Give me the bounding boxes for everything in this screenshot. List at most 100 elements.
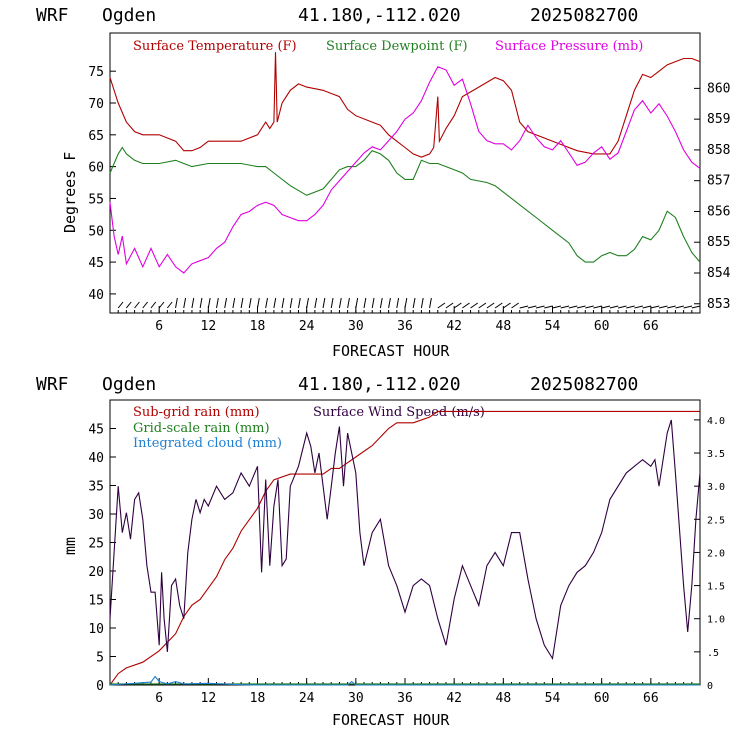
wind-barb (544, 305, 553, 309)
wind-barb (478, 302, 487, 309)
x-tick-label: 18 (250, 691, 266, 706)
x-tick-label: 48 (496, 319, 512, 334)
x-tick-label: 6 (155, 319, 163, 334)
wind-barb (396, 297, 400, 309)
wind-barbs (117, 297, 701, 309)
wind-barb (314, 297, 318, 309)
wind-barb (355, 297, 359, 309)
model-label: WRF (36, 5, 69, 26)
run-label: 2025082700 (530, 5, 638, 26)
wind-barb (683, 305, 693, 309)
x-tick-label: 6 (155, 691, 163, 706)
wind-barb (175, 297, 178, 309)
wind-barb (322, 297, 326, 309)
wind-barb (585, 305, 594, 309)
wind-barb (297, 297, 301, 309)
y-tick-label: 25 (88, 537, 104, 552)
y-tick-label: 70 (88, 97, 104, 112)
wind-barb (658, 305, 668, 309)
wind-barb (626, 305, 635, 309)
y-tick-label: 5 (96, 651, 104, 666)
panel1-xlabel: FORECAST HOUR (332, 342, 450, 360)
y2-tick-label: 855 (707, 235, 730, 250)
wind-barb (248, 297, 252, 309)
wind-barb (306, 297, 309, 309)
panel1-ylabel: Degrees F (61, 152, 79, 233)
wind-barb (142, 301, 148, 309)
y-tick-label: 10 (88, 622, 104, 637)
x-tick-label: 12 (201, 319, 217, 334)
x-tick-label: 60 (594, 319, 610, 334)
wind-barb (379, 297, 383, 309)
wind-barb (445, 302, 454, 309)
y-tick-label: 40 (88, 288, 104, 303)
legend-dewpoint: Surface Dewpoint (F) (326, 39, 468, 54)
y2-tick-label: 856 (707, 204, 730, 219)
wind-barb (273, 297, 277, 309)
y2-tick-label: 3.0 (707, 482, 725, 493)
legend-pressure: Surface Pressure (mb) (495, 39, 643, 54)
wind-barb (519, 305, 529, 309)
wind-barb (347, 297, 350, 309)
wind-barb (388, 297, 391, 309)
wind-barb (420, 297, 424, 309)
wind-barb (158, 301, 165, 309)
wind-barb (601, 305, 611, 309)
x-tick-label: 66 (643, 319, 659, 334)
wind-barb (470, 302, 479, 309)
y-tick-label: 30 (88, 508, 104, 523)
wind-barb (117, 301, 124, 309)
x-tick-label: 66 (643, 691, 659, 706)
coords-label: 41.180,-112.020 (298, 5, 461, 26)
y2-tick-label: 1.0 (707, 615, 725, 626)
coords-label: 41.180,-112.020 (298, 374, 461, 395)
wind-barb (166, 301, 173, 309)
x-tick-label: 42 (446, 319, 462, 334)
wind-barb (232, 297, 236, 309)
series-surface-dewpoint-f (109, 146, 701, 263)
legend-temperature: Surface Temperature (F) (133, 39, 297, 54)
series-surface-wind-speed-m-s (109, 419, 701, 661)
y-tick-label: 75 (88, 65, 104, 80)
wind-barb (216, 297, 219, 309)
y-tick-label: 15 (88, 594, 104, 609)
wind-barb (667, 305, 676, 309)
y2-tick-label: 4.0 (707, 416, 725, 427)
wind-barb (363, 297, 367, 309)
wind-barb (412, 297, 416, 309)
wind-barb (289, 297, 293, 309)
wind-barb (199, 297, 203, 309)
y-tick-label: 20 (88, 565, 104, 580)
wind-barb (191, 297, 195, 309)
x-tick-label: 54 (545, 691, 561, 706)
panel1-legend: Surface Temperature (F) Surface Dewpoint… (133, 39, 643, 54)
panel2-xlabel: FORECAST HOUR (332, 711, 450, 729)
location-label: Ogden (102, 374, 156, 395)
legend-gridscale-rain: Grid-scale rain (mm) (133, 421, 270, 436)
x-tick-label: 36 (397, 319, 413, 334)
x-tick-label: 12 (201, 691, 217, 706)
legend-wind-speed: Surface Wind Speed (m/s) (313, 405, 485, 420)
wind-barb (511, 302, 520, 309)
wind-barb (183, 297, 187, 309)
y2-tick-label: 853 (707, 297, 730, 312)
x-tick-label: 18 (250, 319, 266, 334)
wind-barb (609, 305, 619, 309)
series-lines (109, 52, 701, 686)
x-tick-label: 24 (299, 319, 315, 334)
series-surface-pressure-mb (109, 66, 701, 274)
wind-barb (527, 305, 537, 309)
x-tick-label: 42 (446, 691, 462, 706)
panel2-legend: Sub-grid rain (mm) Grid-scale rain (mm) … (133, 405, 485, 451)
wind-barb (486, 302, 495, 309)
wind-barb (150, 301, 157, 309)
wind-barb (429, 297, 432, 309)
y-tick-label: 35 (88, 480, 104, 495)
wind-barb (404, 297, 408, 309)
y2-tick-label: 858 (707, 143, 730, 158)
x-tick-label: 48 (496, 691, 512, 706)
wind-barb (535, 305, 545, 309)
wind-barb (634, 305, 643, 309)
wind-barb (675, 305, 684, 309)
